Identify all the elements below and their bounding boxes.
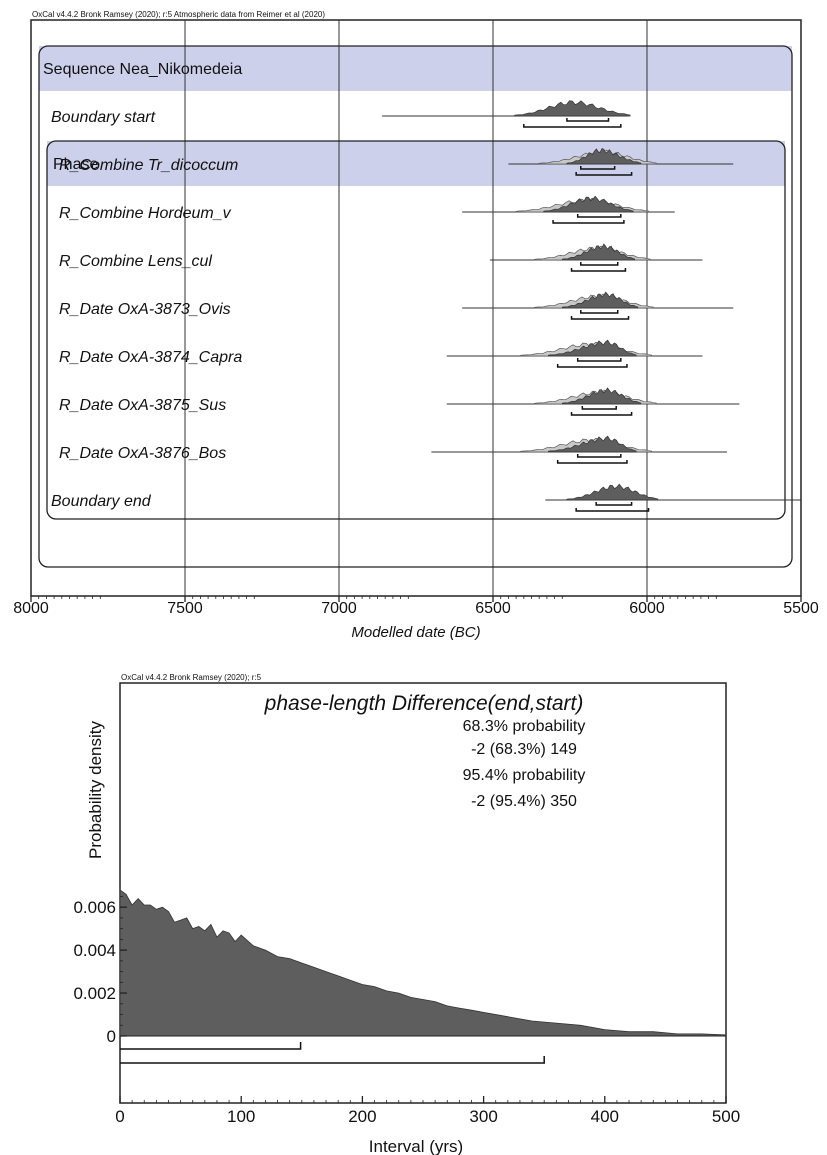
row-label: R_Date OxA-3873_Ovis [59, 301, 231, 318]
x-tick-label: 8000 [13, 600, 49, 617]
x-tick-label: 6500 [475, 600, 511, 617]
range-95-bracket [570, 316, 630, 320]
x-tick-label: 500 [712, 1107, 740, 1126]
y-tick-label: 0.002 [73, 984, 116, 1003]
posterior-distribution [561, 243, 636, 261]
stat-95-range: -2 (95.4%) 350 [471, 793, 577, 810]
y-tick-label: 0.004 [73, 941, 116, 960]
posterior-distribution [514, 100, 631, 117]
x-tick-label: 7000 [321, 600, 357, 617]
y-tick-label: 0.006 [73, 898, 116, 917]
range-68-bracket [576, 454, 622, 458]
posterior-distribution [543, 195, 634, 213]
stat-68-heading: 68.3% probability [463, 718, 586, 735]
stat-95-heading: 95.4% probability [463, 767, 586, 784]
range-95-bracket [575, 508, 650, 512]
range-68-bracket [120, 1042, 302, 1050]
range-95-bracket [570, 412, 633, 416]
sequence-band [39, 46, 792, 91]
phase-box [46, 140, 786, 520]
range-68-bracket [595, 502, 633, 506]
x-tick-label: 100 [227, 1107, 255, 1126]
range-68-bracket [576, 214, 622, 218]
sequence-label: Sequence Nea_Nikomedeia [43, 61, 242, 78]
interval-chart: OxCal v4.4.2 Bronk Ramsey (2020); r:5 ph… [73, 673, 740, 1155]
row-label: Boundary start [51, 109, 156, 126]
range-68-bracket [580, 262, 619, 266]
range-68-bracket [580, 310, 619, 314]
range-95-bracket [523, 124, 622, 128]
posterior-distribution [561, 291, 639, 309]
posterior-distribution [548, 435, 637, 453]
row-label: R_Combine Tr_dicoccum [59, 157, 238, 174]
chart2-frame [119, 682, 727, 1104]
range-95-bracket [570, 268, 627, 272]
x-tick-label: 200 [348, 1107, 376, 1126]
sequence-box [38, 45, 793, 568]
posterior-distribution [548, 339, 637, 357]
x-tick-label: 0 [115, 1107, 124, 1126]
stat-68-range: -2 (68.3%) 149 [471, 741, 577, 758]
range-95-bracket [552, 220, 625, 224]
row-label: R_Date OxA-3876_Bos [59, 445, 226, 462]
sequence-chart: OxCal v4.4.2 Bronk Ramsey (2020); r:5 At… [13, 10, 819, 641]
interval-density-area [119, 889, 727, 1037]
chart2-ylabel: Probability density [86, 721, 105, 859]
range-95-bracket [575, 172, 633, 176]
x-tick-label: 300 [469, 1107, 497, 1126]
posterior-distribution [566, 483, 659, 501]
row-label: R_Date OxA-3875_Sus [59, 397, 226, 414]
range-68-bracket [566, 118, 610, 122]
x-tick-label: 400 [591, 1107, 619, 1126]
posterior-distribution [566, 148, 642, 165]
chart1-subtitle: OxCal v4.4.2 Bronk Ramsey (2020); r:5 At… [32, 10, 325, 19]
range-68-bracket [580, 166, 616, 170]
posterior-distribution [561, 387, 642, 405]
x-tick-label: 5500 [783, 600, 819, 617]
chart1-frame [30, 19, 802, 597]
row-label: R_Combine Hordeum_v [59, 205, 232, 222]
row-label: R_Date OxA-3874_Capra [59, 349, 242, 366]
range-95-bracket [556, 364, 628, 368]
range-95-bracket [120, 1056, 545, 1064]
range-95-bracket [556, 460, 628, 464]
chart1-xlabel: Modelled date (BC) [351, 624, 480, 641]
range-68-bracket [581, 406, 617, 410]
chart2-title: phase-length Difference(end,start) [264, 692, 584, 715]
y-tick-label: 0 [107, 1027, 116, 1046]
chart2-subtitle: OxCal v4.4.2 Bronk Ramsey (2020); r:5 [121, 673, 262, 682]
row-label: R_Combine Lens_cul [59, 253, 212, 270]
chart2-xlabel: Interval (yrs) [369, 1137, 463, 1155]
row-label: Boundary end [51, 493, 152, 510]
range-68-bracket [576, 358, 622, 362]
phase-label: Phase [53, 156, 98, 173]
x-tick-label: 6000 [629, 600, 665, 617]
x-tick-label: 7500 [167, 600, 203, 617]
